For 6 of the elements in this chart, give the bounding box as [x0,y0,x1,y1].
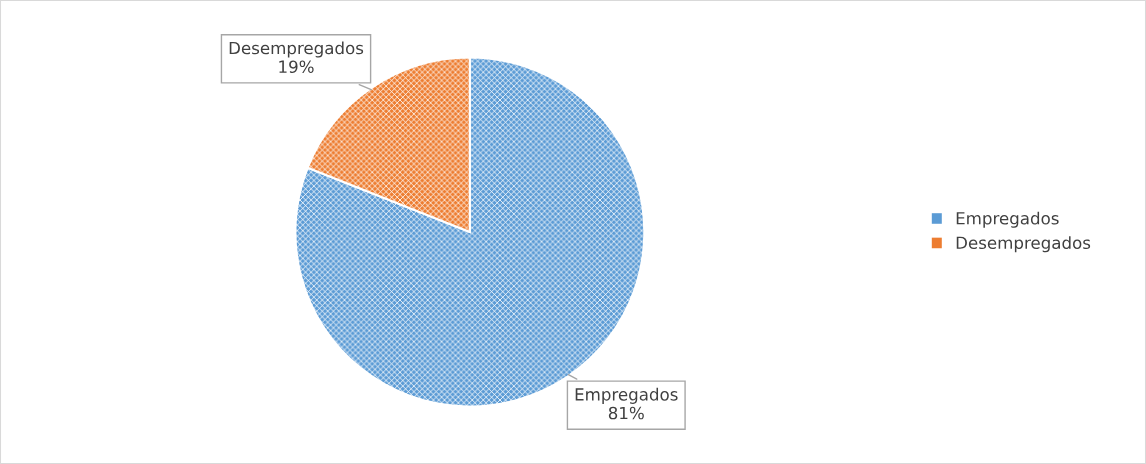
slice-label: Desempregados [229,41,364,58]
legend-label: Desempregados [956,236,1091,253]
data-label: 19% [279,60,314,74]
legend-label: Empregados [956,211,1059,228]
data-label: 81% [608,406,644,420]
slice-label: Empregados [575,387,678,404]
